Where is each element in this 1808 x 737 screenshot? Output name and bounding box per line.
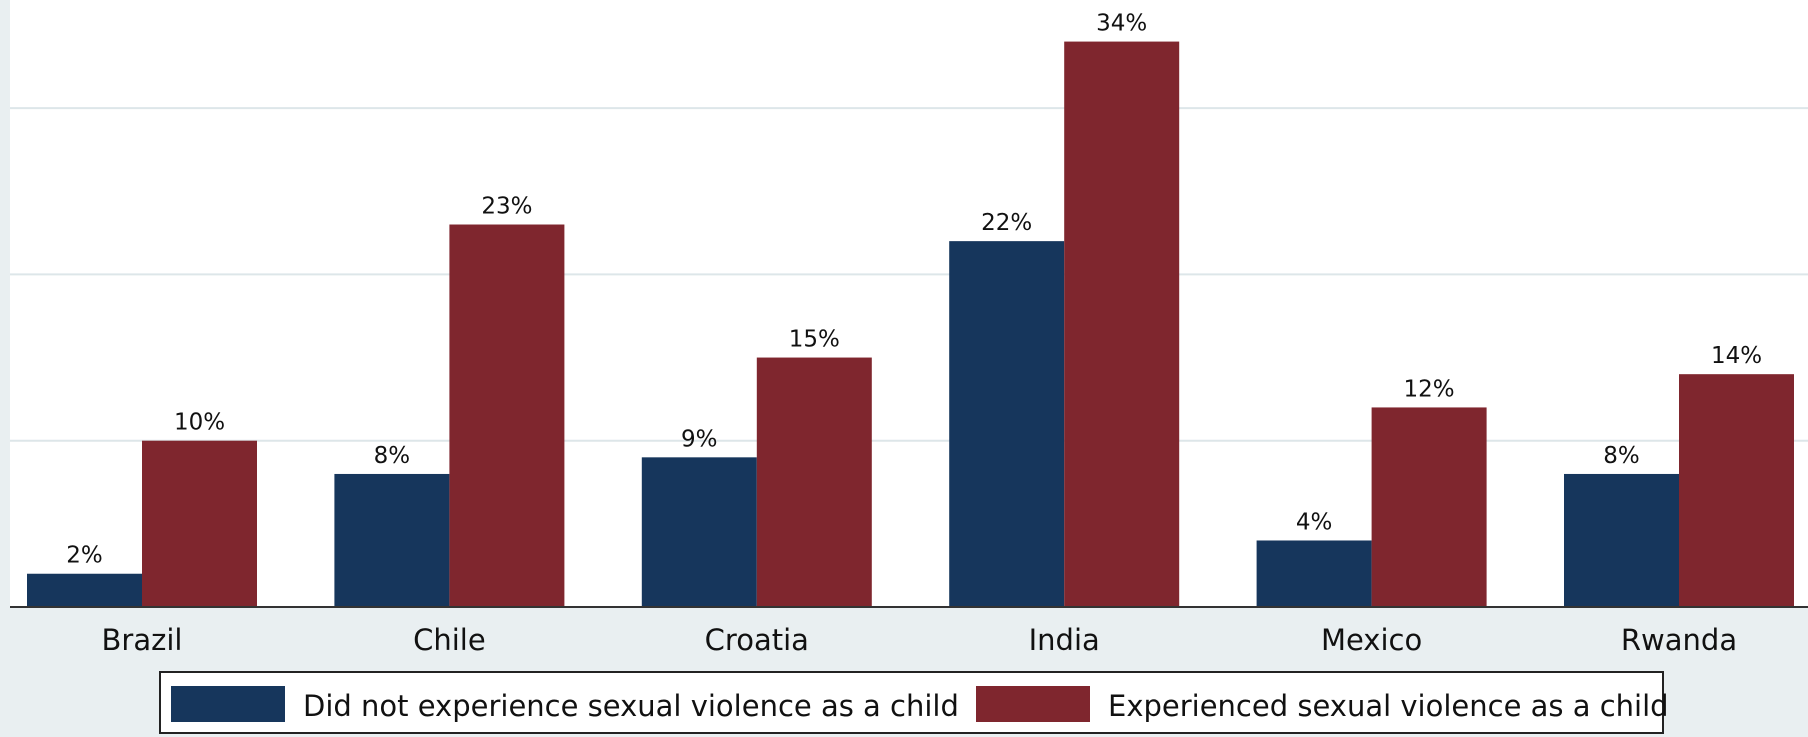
value-label-india-series-1: 22% — [981, 210, 1032, 236]
value-label-rwanda-series-2: 14% — [1711, 343, 1762, 369]
category-label-brazil: Brazil — [102, 623, 183, 657]
value-label-chile-series-1: 8% — [374, 443, 411, 469]
bar-mexico-series-1 — [1256, 540, 1372, 607]
category-label-india: India — [1029, 623, 1100, 657]
category-label-chile: Chile — [413, 623, 486, 657]
bar-india-series-1 — [949, 241, 1065, 607]
bars — [27, 41, 1794, 608]
category-label-croatia: Croatia — [705, 623, 809, 657]
bar-brazil-series-2 — [142, 440, 257, 607]
legend-label-experienced: Experienced sexual violence as a child — [1108, 689, 1669, 723]
bar-rwanda-series-2 — [1679, 374, 1794, 607]
bar-mexico-series-2 — [1371, 407, 1487, 607]
gridlines — [10, 107, 1808, 442]
bar-chile-series-1 — [334, 473, 450, 607]
value-label-croatia-series-1: 9% — [681, 426, 718, 452]
value-labels: 2% 10% 8% 23% 9% 15% 22% 34% 4% 12% 8% 14% — [66, 11, 1762, 569]
bar-chile-series-2 — [449, 224, 565, 608]
legend-swatch-did-not-experience — [171, 686, 285, 722]
category-label-mexico: Mexico — [1321, 623, 1422, 657]
value-label-india-series-2: 34% — [1096, 11, 1147, 37]
value-label-mexico-series-1: 4% — [1296, 509, 1333, 535]
plot-background — [10, 0, 1808, 607]
legend-label-did-not-experience: Did not experience sexual violence as a … — [303, 689, 959, 723]
bar-brazil-series-1 — [27, 573, 142, 607]
legend: Did not experience sexual violence as a … — [159, 671, 1669, 734]
category-labels: Brazil Chile Croatia India Mexico Rwanda — [102, 623, 1738, 657]
value-label-brazil-series-1: 2% — [66, 543, 103, 569]
category-label-rwanda: Rwanda — [1621, 623, 1737, 657]
legend-box — [159, 671, 1664, 734]
value-label-croatia-series-2: 15% — [789, 327, 840, 353]
bar-croatia-series-2 — [756, 357, 872, 607]
bar-croatia-series-1 — [641, 457, 757, 607]
value-label-chile-series-2: 23% — [481, 194, 532, 220]
bar-rwanda-series-1 — [1564, 473, 1679, 607]
legend-swatch-experienced — [976, 686, 1090, 722]
bar-india-series-2 — [1064, 41, 1180, 608]
value-label-mexico-series-2: 12% — [1404, 376, 1455, 402]
value-label-brazil-series-2: 10% — [174, 410, 225, 436]
value-label-rwanda-series-1: 8% — [1603, 443, 1640, 469]
